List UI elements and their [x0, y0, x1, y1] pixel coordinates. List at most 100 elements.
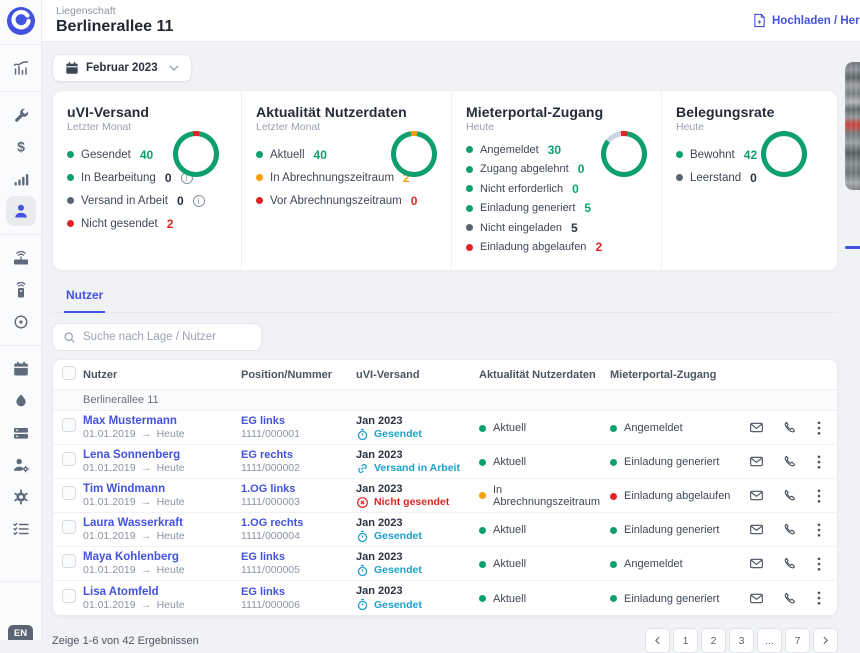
sidebar-item-analytics[interactable]: [6, 53, 36, 83]
row-menu-button[interactable]: [817, 489, 821, 503]
sidebar-item-calendar[interactable]: [6, 354, 36, 384]
row-checkbox[interactable]: [62, 418, 76, 432]
row-menu-button[interactable]: [817, 455, 821, 469]
period-picker[interactable]: Februar 2023: [52, 54, 192, 82]
phone-button[interactable]: [783, 454, 798, 469]
tenant-name-link[interactable]: Maya Kohlenberg: [83, 551, 241, 563]
page-button[interactable]: 2: [701, 628, 726, 653]
position-link[interactable]: 1.OG rechts: [241, 517, 356, 529]
sidebar-item-billing[interactable]: $: [6, 132, 36, 162]
sidebar-item-user-management[interactable]: [6, 450, 36, 480]
sidebar-item-gateway[interactable]: [6, 243, 36, 273]
row-checkbox[interactable]: [62, 452, 76, 466]
column-header: Aktualität Nutzerdaten: [479, 369, 610, 381]
kebab-menu-icon: [817, 557, 821, 571]
status-dot: [466, 185, 473, 192]
page-button[interactable]: 3: [729, 628, 754, 653]
position-link[interactable]: EG rechts: [241, 449, 356, 461]
card-title: Mieterportal-Zugang: [466, 104, 647, 120]
sidebar-item-tasks[interactable]: [6, 514, 36, 544]
phone-button[interactable]: [783, 420, 798, 435]
wrench-icon: [12, 106, 30, 124]
sidebar-item-users[interactable]: [6, 196, 36, 226]
status-dot: [67, 220, 74, 227]
prev-page-button[interactable]: [645, 628, 670, 653]
tenant-name-link[interactable]: Lena Sonnenberg: [83, 449, 241, 461]
phone-button[interactable]: [783, 591, 798, 606]
status-dot: [466, 166, 473, 173]
person-icon: [12, 202, 30, 220]
page-button[interactable]: 1: [673, 628, 698, 653]
stat-item: Vor Abrechnungszeitraum0: [256, 189, 437, 212]
status-dot: [256, 151, 263, 158]
language-badge[interactable]: EN: [8, 625, 33, 640]
tenant-name-link[interactable]: Lisa Atomfeld: [83, 586, 241, 598]
position-link[interactable]: EG links: [241, 586, 356, 598]
bar-chart-icon: [12, 170, 30, 188]
not-sent-icon: [356, 496, 369, 509]
search-box: [52, 323, 262, 351]
position-link[interactable]: EG links: [241, 551, 356, 563]
upload-download-link[interactable]: Hochladen / Herunterladen: [753, 13, 860, 28]
mail-button[interactable]: [749, 591, 764, 606]
next-page-button[interactable]: [813, 628, 838, 653]
portal-status: Einladung generiert: [610, 456, 719, 468]
position-link[interactable]: EG links: [241, 415, 356, 427]
tenants-table: Nutzer Position/Nummer uVI-Versand Aktua…: [52, 359, 838, 616]
card-subtitle: Heute: [676, 121, 823, 133]
sidebar-item-heating[interactable]: [6, 386, 36, 416]
phone-button[interactable]: [783, 522, 798, 537]
kebab-menu-icon: [817, 523, 821, 537]
sidebar-item-settings[interactable]: [6, 482, 36, 512]
mail-button[interactable]: [749, 454, 764, 469]
position-link[interactable]: 1.OG links: [241, 483, 356, 495]
sidebar-item-tools[interactable]: [6, 100, 36, 130]
breadcrumb: Liegenschaft: [56, 5, 860, 17]
row-checkbox[interactable]: [62, 589, 76, 603]
sidebar: $ EN: [0, 0, 42, 640]
row-checkbox[interactable]: [62, 520, 76, 534]
chevron-right-icon: [823, 636, 828, 645]
page-ellipsis: ...: [757, 628, 782, 653]
app-logo-icon[interactable]: [7, 7, 35, 35]
stat-value: 0: [750, 171, 757, 185]
uvi-status: Gesendet: [356, 530, 479, 543]
property-aerial-photo[interactable]: [845, 62, 860, 190]
mail-button[interactable]: [749, 420, 764, 435]
mail-button[interactable]: [749, 522, 764, 537]
table-row: Tim Windmann 01.01.2019→Heute 1.OG links…: [53, 479, 837, 513]
phone-button[interactable]: [783, 556, 798, 571]
row-menu-button[interactable]: [817, 421, 821, 435]
row-menu-button[interactable]: [817, 523, 821, 537]
status-dot: [610, 561, 617, 568]
portal-status: Einladung generiert: [610, 524, 719, 536]
stat-cards-panel: uVI-Versand Letzter Monat Gesendet40 In …: [52, 90, 838, 271]
sidebar-item-monitoring[interactable]: [6, 307, 36, 337]
mail-button[interactable]: [749, 556, 764, 571]
select-all-checkbox[interactable]: [62, 366, 76, 380]
portal-status: Einladung abgelaufen: [610, 490, 730, 502]
sidebar-item-infrastructure[interactable]: [6, 418, 36, 448]
aktualitaet-status: Aktuell: [479, 558, 526, 570]
page-button[interactable]: 7: [785, 628, 810, 653]
status-dot: [466, 224, 473, 231]
tenant-name-link[interactable]: Tim Windmann: [83, 483, 241, 495]
info-icon[interactable]: i: [193, 195, 205, 207]
tenant-name-link[interactable]: Max Mustermann: [83, 415, 241, 427]
sidebar-item-consumption[interactable]: [6, 164, 36, 194]
row-checkbox[interactable]: [62, 486, 76, 500]
status-dot: [479, 561, 486, 568]
arrow-right-icon: →: [141, 428, 152, 440]
phone-button[interactable]: [783, 488, 798, 503]
tenant-name-link[interactable]: Laura Wasserkraft: [83, 517, 241, 529]
sidebar-item-devices[interactable]: [6, 275, 36, 305]
arrow-right-icon: →: [141, 599, 152, 611]
row-checkbox[interactable]: [62, 554, 76, 568]
mail-button[interactable]: [749, 488, 764, 503]
row-menu-button[interactable]: [817, 557, 821, 571]
mail-icon: [749, 488, 764, 503]
search-input[interactable]: [83, 331, 251, 343]
aktualitaet-status: Aktuell: [479, 422, 526, 434]
row-menu-button[interactable]: [817, 591, 821, 605]
tab-nutzer[interactable]: Nutzer: [64, 284, 105, 313]
